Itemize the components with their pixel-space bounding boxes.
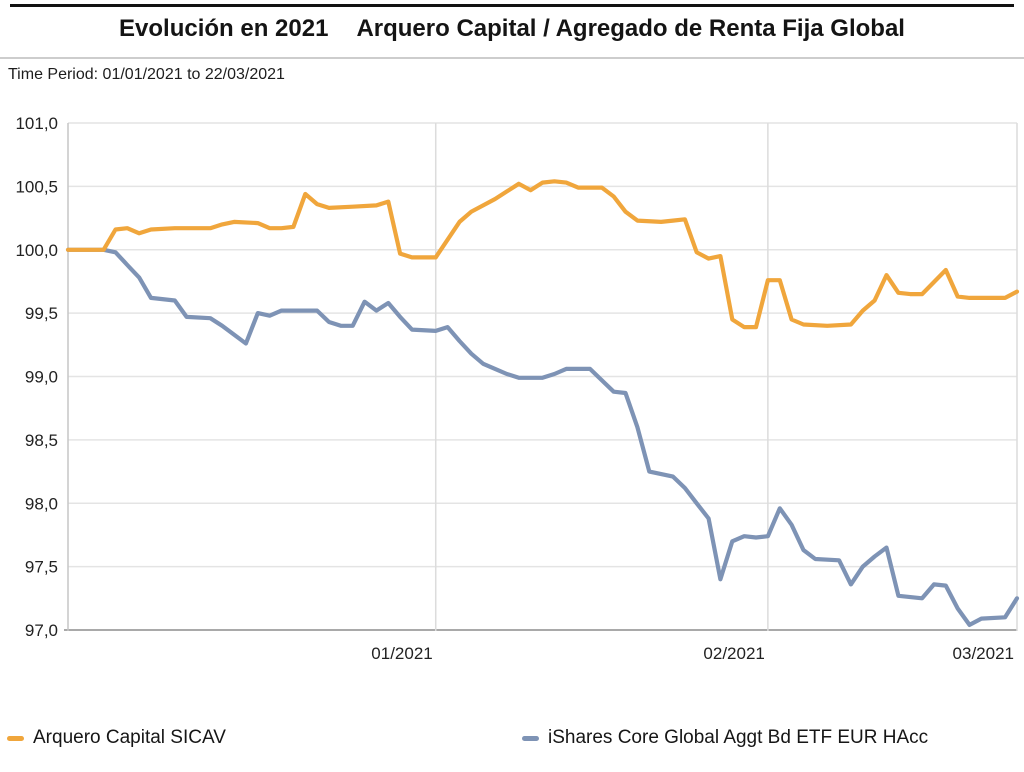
ishares-line-swatch-icon: [522, 735, 539, 741]
legend-label-arquero: Arquero Capital SICAV: [33, 727, 226, 748]
y-axis-tick-label: 98,5: [25, 431, 58, 450]
page-title: Evolución en 2021 Arquero Capital / Agreg…: [0, 15, 1024, 43]
time-period-label: Time Period: 01/01/2021 to 22/03/2021: [8, 66, 285, 83]
y-axis-tick-label: 100,0: [15, 241, 58, 260]
x-axis-tick-label: 03/2021: [953, 644, 1014, 663]
page-title-right: Arquero Capital / Agregado de Renta Fija…: [356, 15, 905, 42]
y-axis-tick-label: 99,5: [25, 304, 58, 323]
y-axis-tick-label: 97,0: [25, 621, 58, 640]
x-axis-tick-label: 01/2021: [371, 644, 432, 663]
y-axis-tick-label: 98,0: [25, 494, 58, 513]
series-line-arquero: [65, 179, 1020, 330]
series-line-ishares: [65, 247, 1020, 628]
legend-item-arquero: Arquero Capital SICAV: [7, 723, 226, 753]
y-axis-tick-label: 100,5: [15, 177, 58, 196]
title-divider: [0, 57, 1024, 59]
y-axis-tick-label: 101,0: [15, 114, 58, 133]
y-axis-tick-label: 97,5: [25, 558, 58, 577]
y-axis-tick-label: 99,0: [25, 368, 58, 387]
legend-label-ishares: iShares Core Global Aggt Bd ETF EUR HAcc: [548, 727, 929, 748]
x-axis-tick-label: 02/2021: [703, 644, 764, 663]
top-rule: [10, 4, 1014, 7]
chart-legend: Arquero Capital SICAV iShares Core Globa…: [0, 723, 1024, 753]
legend-item-ishares: iShares Core Global Aggt Bd ETF EUR HAcc: [522, 723, 928, 753]
arquero-line-swatch-icon: [7, 735, 24, 741]
page-title-left: Evolución en 2021: [119, 15, 329, 42]
